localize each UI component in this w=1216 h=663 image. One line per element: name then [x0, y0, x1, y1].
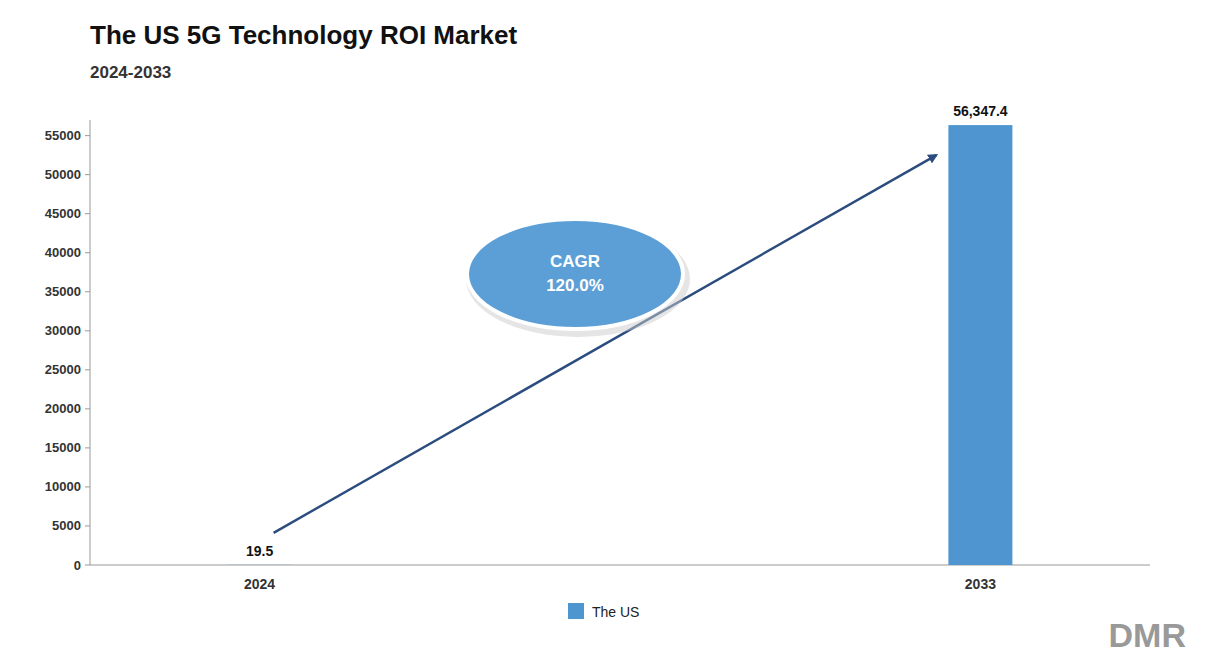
cagr-text-line: 120.0%: [546, 276, 604, 295]
y-tick-label: 0: [74, 558, 81, 573]
bar: [228, 564, 292, 565]
y-tick: [85, 174, 90, 175]
y-tick-label: 35000: [45, 284, 81, 299]
x-tick-label: 2024: [244, 576, 275, 592]
data-label: 56,347.4: [953, 103, 1008, 119]
growth-arrow: [274, 155, 937, 533]
title: The US 5G Technology ROI Market: [90, 20, 517, 50]
y-tick: [85, 447, 90, 448]
legend: The US: [568, 603, 639, 620]
y-tick-label: 5000: [52, 518, 81, 533]
data-label: 19.5: [246, 543, 273, 559]
y-tick: [85, 486, 90, 487]
y-tick: [85, 213, 90, 214]
y-tick: [85, 330, 90, 331]
y-tick: [85, 135, 90, 136]
cagr-ellipse: [467, 219, 683, 329]
bar: [948, 125, 1012, 565]
y-tick-label: 20000: [45, 401, 81, 416]
y-tick-label: 25000: [45, 362, 81, 377]
y-tick: [85, 408, 90, 409]
y-tick: [85, 291, 90, 292]
y-tick: [85, 525, 90, 526]
cagr-text-line: CAGR: [550, 252, 600, 271]
y-tick-label: 15000: [45, 440, 81, 455]
legend-swatch: [568, 603, 584, 619]
y-axis-line: [90, 120, 91, 565]
y-tick-label: 10000: [45, 479, 81, 494]
y-tick: [85, 565, 90, 566]
legend-label: The US: [592, 604, 639, 620]
subtitle: 2024-2033: [90, 63, 171, 82]
bars: [228, 125, 1013, 565]
x-tick-label: 2033: [965, 576, 996, 592]
y-tick: [85, 252, 90, 253]
y-tick-label: 30000: [45, 323, 81, 338]
y-tick: [85, 369, 90, 370]
y-tick-label: 55000: [45, 128, 81, 143]
watermark: DMR: [1109, 616, 1186, 654]
y-tick-label: 50000: [45, 167, 81, 182]
chart-container: The US 5G Technology ROI Market 2024-2033…: [0, 0, 1216, 663]
y-tick-label: 40000: [45, 245, 81, 260]
chart-svg: The US 5G Technology ROI Market 2024-2033…: [0, 0, 1216, 663]
y-axis: 0 5000 10000 15000 20000 25000 30000 35000 40000…: [45, 120, 1150, 573]
cagr-text: CAGR 120.0%: [546, 252, 604, 295]
y-tick-label: 45000: [45, 206, 81, 221]
